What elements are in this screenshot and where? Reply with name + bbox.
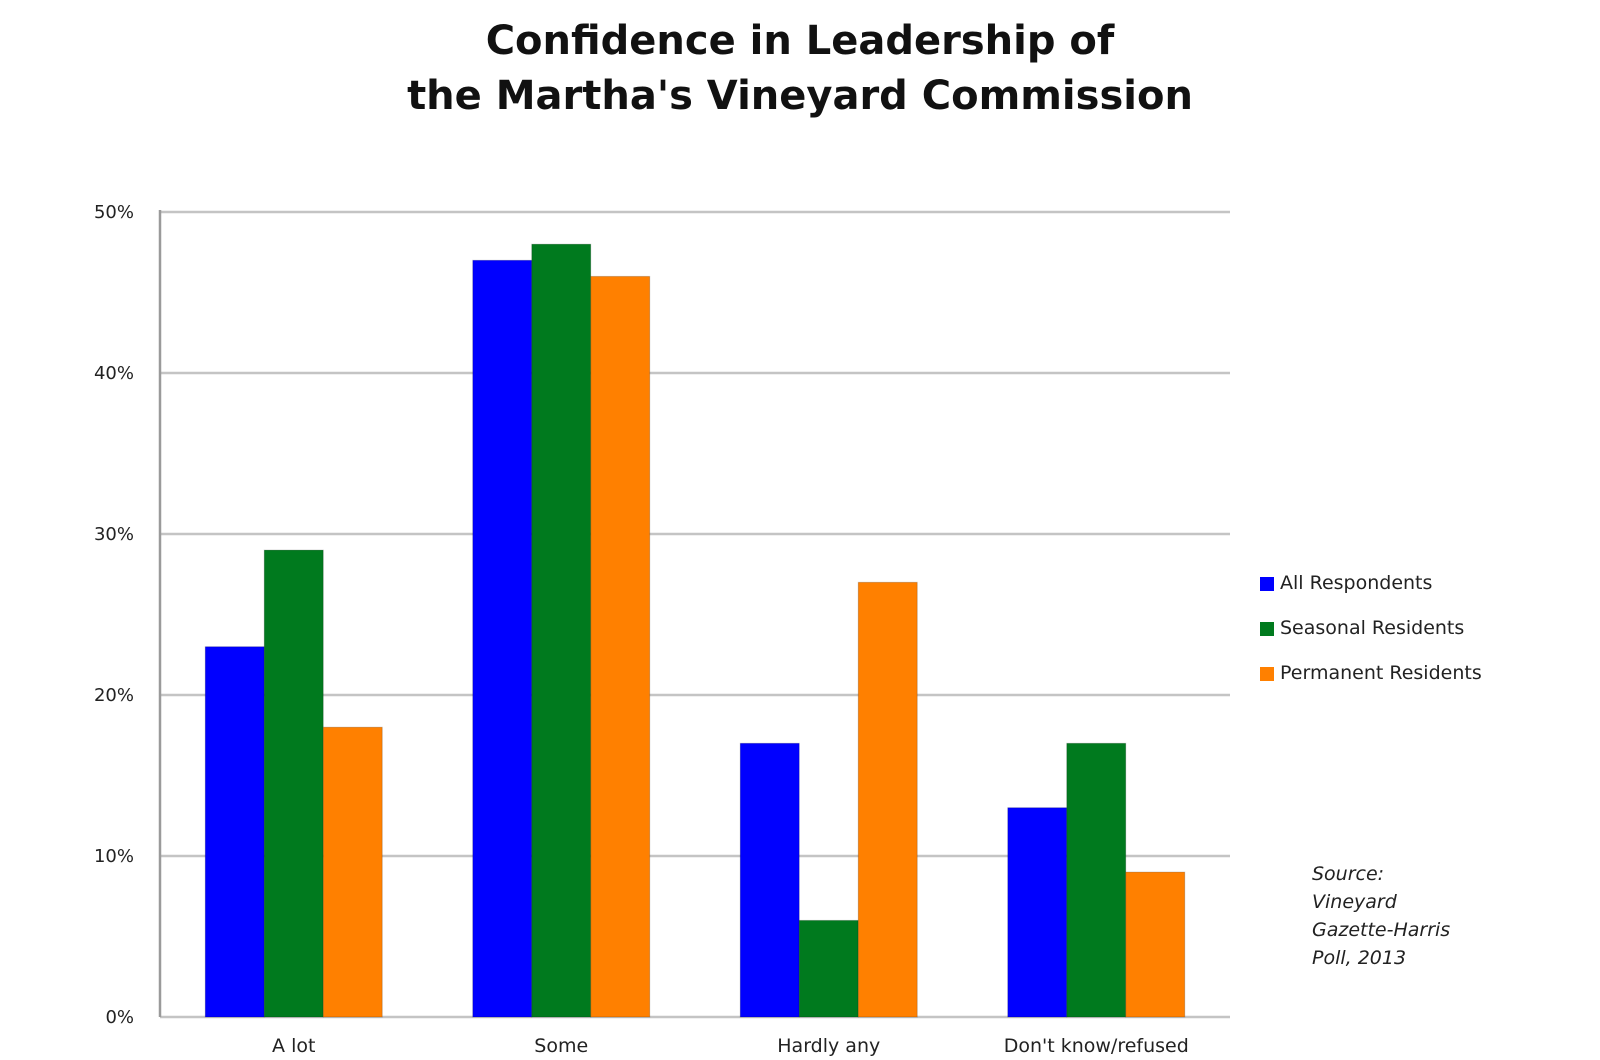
bar-permanent-residents-a-lot — [322, 726, 383, 1018]
x-category-label: Hardly any — [777, 1035, 880, 1057]
y-tick-label: 10% — [94, 846, 134, 867]
bar-seasonal-residents-some — [531, 243, 592, 1018]
legend-item-permanent-residents: Permanent Residents — [1260, 662, 1482, 707]
bar-permanent-residents-hardly-any — [857, 581, 918, 1018]
x-category-label: Some — [534, 1035, 588, 1057]
y-tick-label: 20% — [94, 685, 134, 706]
legend-label: All Respondents — [1280, 572, 1433, 594]
x-category-label: Don't know/refused — [1004, 1035, 1189, 1057]
bar-all-respondents-hardly-any — [739, 742, 800, 1018]
chart-title-line-2: the Martha's Vineyard Commission — [407, 73, 1193, 119]
y-tick-label: 30% — [94, 524, 134, 545]
legend-label: Permanent Residents — [1280, 662, 1482, 684]
y-tick-label: 0% — [105, 1007, 134, 1028]
bar-all-respondents-a-lot — [204, 646, 265, 1018]
bar-all-respondents-some — [472, 259, 533, 1018]
source-line: Gazette-Harris — [1312, 919, 1451, 941]
bar-seasonal-residents-hardly-any — [798, 919, 859, 1018]
x-category-label: A lot — [272, 1035, 315, 1057]
bar-permanent-residents-some — [590, 275, 651, 1018]
y-tick-label: 40% — [94, 363, 134, 384]
bar-all-respondents-don-t-know-refused — [1007, 807, 1068, 1018]
bar-permanent-residents-don-t-know-refused — [1125, 871, 1186, 1018]
legend-swatch — [1260, 667, 1274, 681]
chart-title-line-1: Confidence in Leadership of — [485, 18, 1115, 64]
legend-swatch — [1260, 577, 1274, 591]
legend-swatch — [1260, 622, 1274, 636]
source-note: Source: Vineyard Gazette-Harris Poll, 20… — [1312, 860, 1450, 972]
bar-seasonal-residents-don-t-know-refused — [1066, 742, 1127, 1018]
source-line: Source: — [1312, 863, 1385, 885]
legend: All Respondents Seasonal Residents Perma… — [1260, 572, 1482, 707]
y-tick-label: 50% — [94, 202, 134, 223]
bar-seasonal-residents-a-lot — [263, 549, 324, 1018]
legend-label: Seasonal Residents — [1280, 617, 1465, 639]
source-line: Poll, 2013 — [1312, 947, 1407, 969]
legend-item-seasonal-residents: Seasonal Residents — [1260, 617, 1482, 662]
legend-item-all-respondents: All Respondents — [1260, 572, 1482, 617]
chart-title: Confidence in Leadership of the Martha's… — [0, 14, 1600, 124]
source-line: Vineyard — [1312, 891, 1397, 913]
